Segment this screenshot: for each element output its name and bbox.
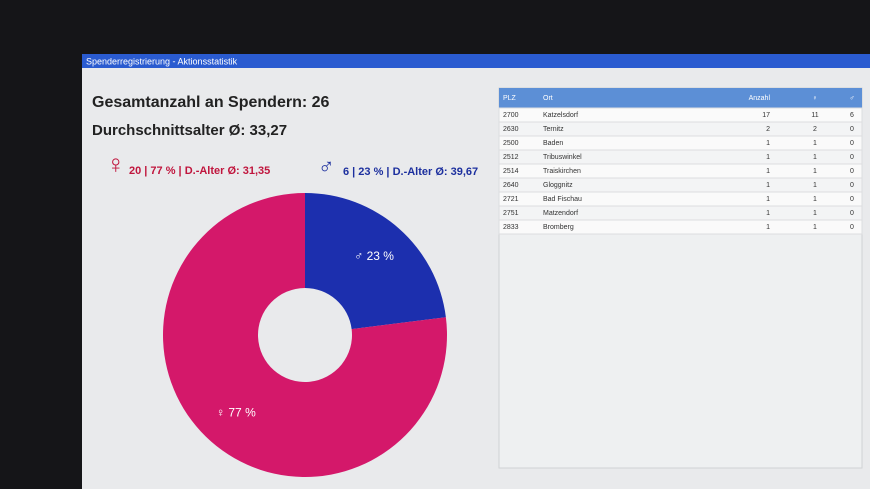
slice-label: ♂ 23 % (354, 249, 394, 263)
table-cell: Traiskirchen (543, 168, 581, 175)
table-cell: 11 (811, 112, 818, 119)
table-cell: Gloggnitz (543, 182, 573, 189)
table-cell: Baden (543, 140, 563, 147)
total-donors: Gesamtanzahl an Spendern: 26 (92, 94, 330, 111)
table-cell: 1 (813, 140, 817, 147)
table-cell: Ternitz (543, 126, 564, 133)
window-title: Spenderregistrierung - Aktionsstatistik (86, 56, 238, 66)
table-header-cell: ♂ (849, 95, 854, 102)
table-cell: 0 (850, 224, 854, 231)
table-cell: 0 (850, 126, 854, 133)
table-header-cell: Anzahl (749, 95, 771, 102)
table-cell: 1 (813, 182, 817, 189)
table-cell: 2514 (503, 168, 519, 175)
table-cell: 2630 (503, 126, 519, 133)
male-symbol: ♂ (318, 154, 335, 179)
table-header-cell: ♀ (812, 95, 817, 102)
table-cell: 6 (850, 112, 854, 119)
table-cell: 1 (766, 168, 770, 175)
table-cell: 2500 (503, 140, 519, 147)
table-row (498, 219, 863, 235)
table-cell: 2640 (503, 182, 519, 189)
table-cell: 1 (813, 196, 817, 203)
table-cell: Bromberg (543, 224, 574, 231)
table-cell: 2512 (503, 154, 519, 161)
table-cell: 0 (850, 154, 854, 161)
table-cell: 1 (766, 210, 770, 217)
table-cell: 1 (766, 140, 770, 147)
slice-label: ♀ 77 % (216, 406, 256, 420)
table-cell: Matzendorf (543, 210, 578, 217)
table-cell: 2700 (503, 112, 519, 119)
table-cell: 0 (850, 210, 854, 217)
table-cell: 0 (850, 140, 854, 147)
table-cell: 1 (813, 224, 817, 231)
donut-slice (305, 193, 446, 330)
male-stats: 6 | 23 % | D.-Alter Ø: 39,67 (343, 166, 478, 178)
title-bar (82, 54, 870, 68)
donut-slice (163, 193, 448, 478)
table-cell: Katzelsdorf (543, 112, 578, 119)
table-cell: 0 (850, 196, 854, 203)
table-cell: 0 (850, 168, 854, 175)
table-header (499, 88, 862, 108)
table-cell: 1 (766, 182, 770, 189)
table-cell: 2833 (503, 224, 519, 231)
table-cell: 1 (813, 154, 817, 161)
table-cell: 2 (813, 126, 817, 133)
table-cell: 1 (813, 210, 817, 217)
donut-chart: ♂ 23 % ♀ 77 % (163, 193, 448, 478)
female-stats: 20 | 77 % | D.-Alter Ø: 31,35 (129, 165, 270, 177)
table-cell: 0 (850, 182, 854, 189)
table-cell: 1 (766, 154, 770, 161)
table-cell: 1 (813, 168, 817, 175)
table-header-cell: Ort (543, 95, 553, 102)
table-cell: 1 (766, 224, 770, 231)
table-cell: Tribuswinkel (543, 154, 582, 161)
table-header-cell: PLZ (503, 95, 517, 102)
table-cell: 1 (766, 196, 770, 203)
table-cell: 2721 (503, 196, 519, 203)
table-cell: 17 (762, 112, 770, 119)
table-cell: 2 (766, 126, 770, 133)
female-symbol: ♀ (106, 149, 126, 179)
table-cell: 2751 (503, 210, 519, 217)
average-age: Durchschnittsalter Ø: 33,27 (92, 122, 287, 139)
table-cell: Bad Fischau (543, 196, 582, 203)
